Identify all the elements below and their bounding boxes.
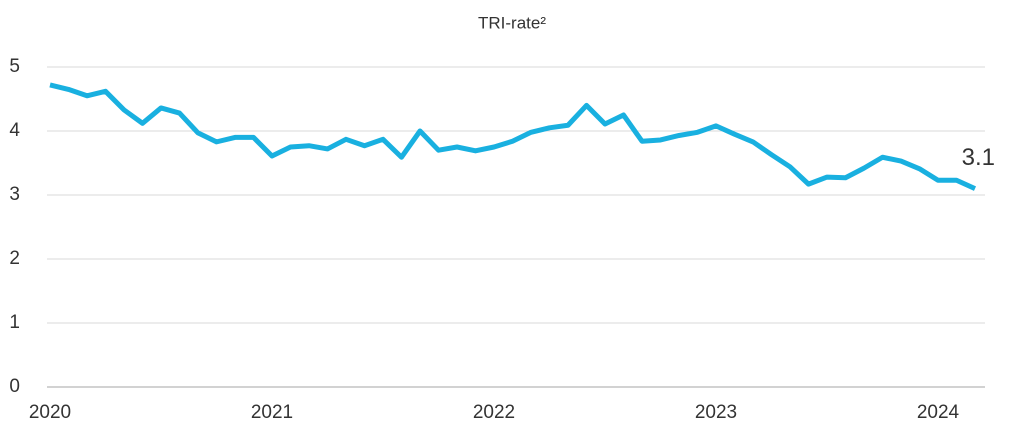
x-tick-label: 2022 [473, 402, 515, 423]
y-tick-label: 0 [9, 376, 20, 397]
x-tick-label: 2024 [917, 402, 960, 423]
x-tick-label: 2020 [29, 402, 71, 423]
y-tick-label: 2 [9, 248, 20, 269]
y-tick-label: 4 [9, 120, 20, 141]
y-tick-label: 1 [9, 312, 20, 333]
y-tick-label: 3 [9, 184, 20, 205]
y-tick-label: 5 [9, 56, 20, 77]
x-tick-label: 2023 [695, 402, 737, 423]
chart-title: TRI-rate² [478, 13, 546, 32]
data-label: 3.1 [962, 144, 995, 171]
x-tick-label: 2021 [251, 402, 293, 423]
line-series [49, 82, 977, 191]
